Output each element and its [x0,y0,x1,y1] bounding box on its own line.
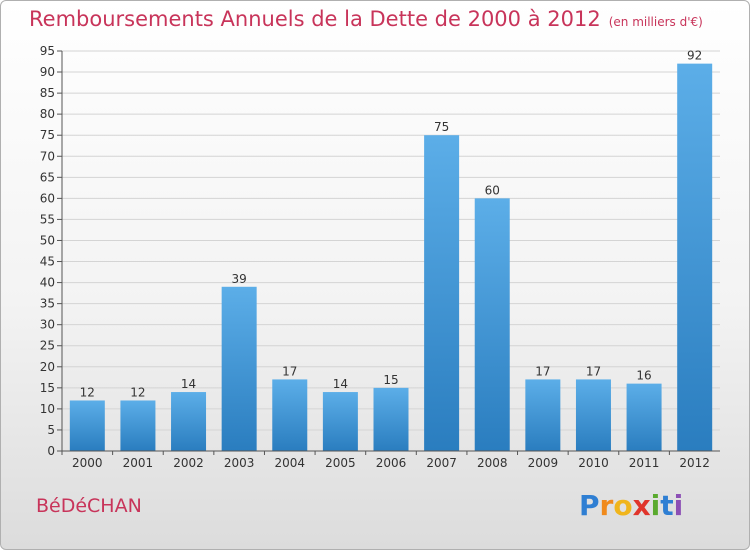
y-tick-label: 75 [40,128,55,142]
x-tick-label: 2009 [528,456,559,470]
y-tick-label: 15 [40,381,55,395]
bar-2007 [424,135,460,452]
y-tick-label: 35 [40,297,55,311]
bar-2002 [171,392,207,451]
y-tick-label: 90 [40,65,55,79]
title-text: Remboursements Annuels de la Dette de 20… [29,7,601,31]
y-tick-label: 25 [40,339,55,353]
y-tick-label: 95 [40,44,55,58]
y-tick-label: 80 [40,107,55,121]
x-tick-label: 2005 [325,456,356,470]
y-tick-label: 60 [40,191,55,205]
x-tick-label: 2006 [376,456,407,470]
y-tick-label: 70 [40,149,55,163]
bar-2011 [626,383,662,451]
bar-value-label: 17 [535,364,550,378]
y-tick-label: 85 [40,86,55,100]
bar-2001 [120,400,156,451]
x-tick-label: 2011 [629,456,660,470]
x-axis: 2000 2001 2002 2003 2004 2005 2006 2007 2008 2009… [61,450,720,470]
bar-2004 [272,379,308,451]
x-tick-label: 2000 [72,456,103,470]
logo-letter: x [632,489,651,522]
y-tick-label: 65 [40,170,55,184]
bar-value-label: 14 [333,377,348,391]
bar-2005 [322,392,358,451]
bar-2010 [575,379,611,451]
proxiti-logo: Proxiti [579,489,683,522]
bar-2009 [525,379,561,451]
y-tick-label: 0 [47,444,55,458]
y-tick-label: 40 [40,276,55,290]
bar-value-label: 17 [282,364,297,378]
x-tick-label: 2008 [477,456,508,470]
x-tick-label: 2003 [224,456,255,470]
bar-value-label: 39 [232,272,247,286]
bar-2000 [69,400,105,451]
y-tick-label: 45 [40,255,55,269]
unit-note: (en milliers d'€) [608,15,703,29]
x-tick-label: 2007 [426,456,457,470]
bar-2003 [221,286,257,451]
bar-2006 [373,387,409,451]
logo-letter: P [579,489,600,522]
bar-value-label: 12 [130,385,145,399]
x-tick-label: 2012 [679,456,710,470]
y-tick-label: 50 [40,233,55,247]
bar-value-label: 92 [687,49,702,63]
chart-title: Remboursements Annuels de la Dette de 20… [29,7,703,31]
logo-letter: t [660,489,674,522]
y-tick-label: 10 [40,402,55,416]
logo-letter: o [613,489,633,522]
y-axis: 0 5 10 15 20 25 30 35 40 45 50 55 60 65 70 75 80 85 90 95 [40,44,63,458]
bar-value-label: 75 [434,120,449,134]
bar-value-label: 15 [383,373,398,387]
bar-2008 [474,198,510,451]
bar-value-label: 60 [485,183,500,197]
bar-value-label: 17 [586,364,601,378]
x-tick-label: 2010 [578,456,609,470]
bar-value-label: 14 [181,377,196,391]
x-tick-label: 2004 [274,456,305,470]
logo-letter: i [650,489,661,522]
commune-name: BéDéCHAN [36,495,142,517]
x-tick-label: 2002 [173,456,204,470]
y-tick-label: 30 [40,318,55,332]
y-tick-label: 55 [40,212,55,226]
y-tick-label: 20 [40,360,55,374]
bar-value-label: 16 [636,369,651,383]
x-tick-label: 2001 [123,456,154,470]
y-tick-label: 5 [47,423,55,437]
logo-letter: i [673,489,684,522]
logo-letter: r [599,489,614,522]
bar-2012 [677,63,713,451]
bars: 12 12 14 39 17 14 15 75 60 17 17 16 92 [69,49,713,452]
bar-value-label: 12 [80,385,95,399]
